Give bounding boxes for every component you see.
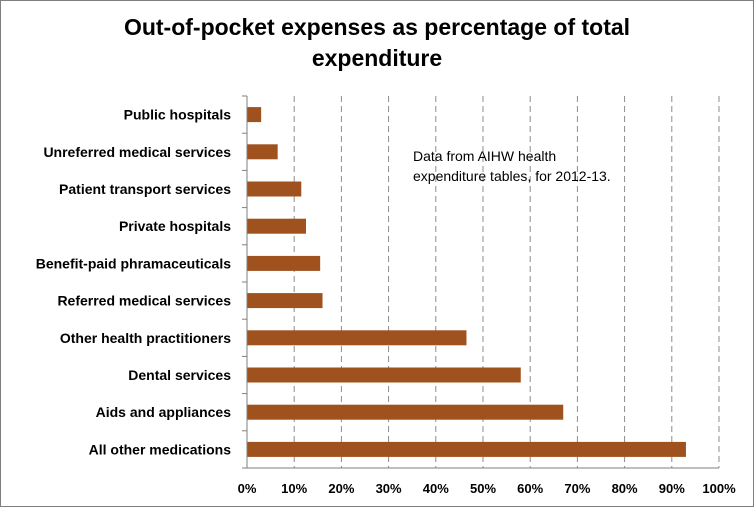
category-label: Unreferred medical services: [43, 144, 231, 160]
chart-title-line-1: Out-of-pocket expenses as percentage of …: [123, 14, 631, 40]
x-tick-label: 100%: [702, 481, 736, 496]
category-label: Referred medical services: [57, 293, 231, 309]
bar: [247, 404, 564, 420]
bar: [247, 441, 686, 457]
x-tick-label: 40%: [423, 481, 449, 496]
annotation-line-1: Data from AIHW health: [413, 148, 556, 164]
bar: [247, 293, 323, 309]
category-label: Public hospitals: [124, 107, 232, 123]
axes: [242, 96, 719, 469]
x-tick-label: 60%: [517, 481, 543, 496]
x-tick-label: 20%: [328, 481, 354, 496]
annotation-line-2: expenditure tables, for 2012-13.: [413, 168, 611, 184]
x-tick-label: 10%: [281, 481, 307, 496]
x-tick-label: 70%: [564, 481, 590, 496]
bar: [247, 218, 306, 234]
bar: [247, 107, 262, 123]
category-labels: Public hospitals Unreferred medical servi…: [36, 107, 231, 458]
x-tick-label: 90%: [659, 481, 685, 496]
bar: [247, 181, 302, 197]
bar: [247, 255, 321, 271]
bar: [247, 367, 521, 383]
x-tick-label: 0%: [238, 481, 257, 496]
bar: [247, 330, 467, 346]
category-label: Patient transport services: [59, 181, 231, 197]
category-label: Private hospitals: [119, 218, 231, 234]
category-label: Dental services: [128, 367, 231, 383]
chart-title-line-2: expenditure: [311, 45, 443, 71]
category-label: Aids and appliances: [96, 404, 232, 420]
category-label: Benefit-paid phramaceuticals: [36, 255, 231, 271]
bar: [247, 144, 278, 160]
chart-title: Out-of-pocket expenses as percentage of …: [0, 12, 754, 74]
category-label: Other health practitioners: [60, 330, 231, 346]
x-tick-label: 30%: [376, 481, 402, 496]
bars: [242, 95, 686, 457]
x-tick-label: 50%: [470, 481, 496, 496]
x-tick-labels: 0% 10% 20% 30% 40% 50% 60% 70% 80% 90% 100%: [238, 481, 736, 496]
x-tick-label: 80%: [612, 481, 638, 496]
category-label: All other medications: [89, 441, 232, 457]
